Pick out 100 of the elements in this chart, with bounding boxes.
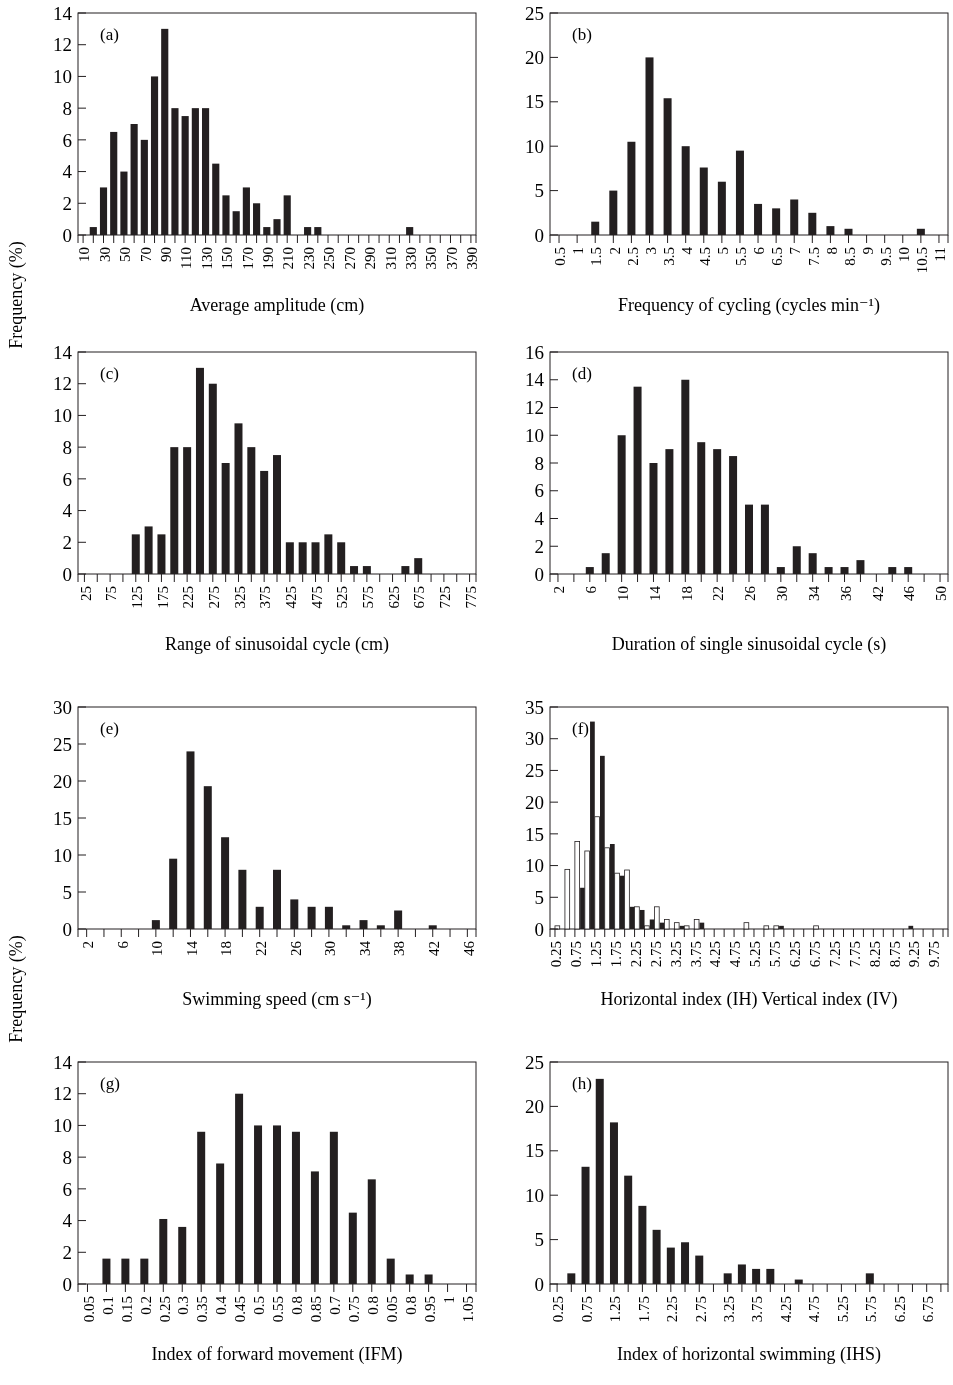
y-tick-label: 0	[534, 563, 544, 585]
x-tick-label: 0.2	[137, 1296, 154, 1315]
x-tick-label: 18	[218, 941, 235, 956]
x-tick-label: 0.95	[421, 1296, 438, 1323]
x-tick-label: 0.4	[213, 1295, 230, 1315]
y-tick-label: 10	[53, 1115, 72, 1137]
x-tick-label: 6.25	[891, 1296, 908, 1323]
x-tick-label: 110	[178, 247, 195, 269]
x-tick-label: 8.5	[841, 247, 858, 266]
x-tick-label: 0.25	[550, 1296, 567, 1323]
x-tick-label: 4	[678, 246, 695, 255]
x-tick-label: 3.75	[749, 1296, 766, 1323]
y-tick-label: 30	[525, 728, 544, 750]
x-tick-label: 0.8	[289, 1296, 306, 1315]
x-axis-title: Average amplitude (cm)	[189, 295, 365, 316]
x-tick-label: 325	[231, 586, 248, 609]
x-tick-label: 14	[183, 940, 200, 956]
y-tick-label: 0	[62, 224, 72, 246]
x-tick-label: 4.5	[697, 247, 714, 266]
x-tick-label: 1.75	[607, 941, 624, 968]
x-tick-label: 2.75	[692, 1296, 709, 1323]
y-tick-label: 6	[62, 1178, 72, 1200]
x-tick-label: 390	[464, 247, 481, 270]
x-tick-label: 725	[437, 586, 454, 609]
x-tick-label: 26	[742, 585, 759, 601]
y-tick-label: 4	[62, 500, 73, 522]
x-tick-label: 775	[462, 586, 479, 609]
x-tick-label: 5.25	[747, 941, 764, 968]
x-tick-label: 26	[287, 940, 304, 956]
y-tick-label: 14	[53, 2, 73, 24]
y-tick-label: 20	[53, 770, 72, 792]
x-tick-label: 1	[440, 1296, 457, 1304]
y-tick-label: 20	[525, 791, 544, 813]
x-tick-label: 90	[157, 247, 174, 262]
y-tick-label: 8	[62, 97, 72, 119]
x-tick-label: 5.25	[834, 1296, 851, 1323]
x-tick-label: 225	[180, 586, 197, 609]
y-tick-label: 15	[53, 807, 72, 829]
x-tick-label: 6.75	[806, 941, 823, 968]
x-tick-label: 0.55	[270, 1296, 287, 1323]
y-tick-label: 10	[53, 66, 72, 88]
y-tick-label: 16	[525, 341, 544, 363]
x-axis-title: Index of horizontal swimming (IHS)	[617, 1344, 881, 1365]
x-tick-label: 330	[402, 247, 419, 270]
x-tick-label: 0.25	[548, 941, 565, 968]
x-tick-label: 0.5	[251, 1296, 268, 1315]
x-tick-label: 18	[678, 586, 695, 601]
x-tick-label: 4.25	[707, 941, 724, 968]
x-tick-label: 310	[382, 247, 399, 270]
x-tick-label: 4.75	[806, 1296, 823, 1323]
x-tick-label: 130	[198, 247, 215, 270]
x-tick-label: 190	[260, 247, 277, 270]
x-tick-label: 42	[425, 941, 442, 956]
x-tick-label: 2.5	[624, 247, 641, 266]
x-tick-label: 4.75	[727, 941, 744, 968]
x-axis-title: Index of forward movement (IFM)	[151, 1344, 403, 1365]
y-tick-label: 10	[525, 135, 544, 157]
x-tick-label: 525	[334, 586, 351, 609]
x-tick-label: 8.25	[866, 941, 883, 968]
x-tick-label: 210	[280, 247, 297, 270]
x-tick-label: 0.8	[365, 1296, 382, 1315]
x-tick-label: 46	[901, 585, 918, 601]
x-tick-label: 11	[932, 247, 949, 262]
x-tick-label: 10.5	[914, 247, 931, 274]
y-tick-label: 10	[525, 855, 544, 877]
x-tick-label: 70	[137, 247, 154, 262]
y-tick-label: 15	[525, 1140, 544, 1162]
y-tick-label: 35	[525, 696, 544, 718]
x-tick-label: 150	[219, 247, 236, 270]
x-tick-label: 30	[774, 586, 791, 601]
x-tick-label: 575	[360, 586, 377, 609]
y-tick-label: 15	[525, 823, 544, 845]
y-tick-label: 5	[534, 1229, 544, 1251]
x-tick-label: 30	[322, 941, 339, 956]
y-tick-label: 5	[62, 881, 72, 903]
x-tick-label: 175	[154, 586, 171, 609]
y-tick-label: 10	[525, 1184, 544, 1206]
y-tick-label: 25	[525, 2, 544, 24]
x-tick-label: 375	[257, 586, 274, 609]
y-tick-label: 15	[525, 91, 544, 113]
x-tick-label: 9.5	[877, 247, 894, 266]
y-tick-label: 4	[62, 161, 73, 183]
x-tick-label: 230	[300, 247, 317, 270]
x-tick-label: 625	[385, 586, 402, 609]
y-tick-label: 0	[534, 918, 544, 940]
x-tick-label: 7.25	[826, 941, 843, 968]
x-tick-label: 7	[787, 246, 804, 255]
y-tick-label: 4	[534, 508, 545, 530]
x-tick-label: 8	[823, 247, 840, 255]
y-tick-label: 14	[53, 341, 73, 363]
y-tick-label: 0	[62, 1273, 72, 1295]
x-tick-label: 6	[114, 940, 131, 949]
x-tick-label: 30	[96, 247, 113, 262]
x-tick-label: 125	[129, 586, 146, 609]
x-tick-label: 5	[715, 247, 732, 255]
x-tick-label: 8.75	[886, 941, 903, 968]
x-axis-title: Duration of single sinusoidal cycle (s)	[611, 634, 887, 655]
x-tick-label: 1.05	[459, 1296, 476, 1323]
x-tick-label: 1.5	[588, 247, 605, 266]
x-tick-label: 0.35	[194, 1296, 211, 1323]
